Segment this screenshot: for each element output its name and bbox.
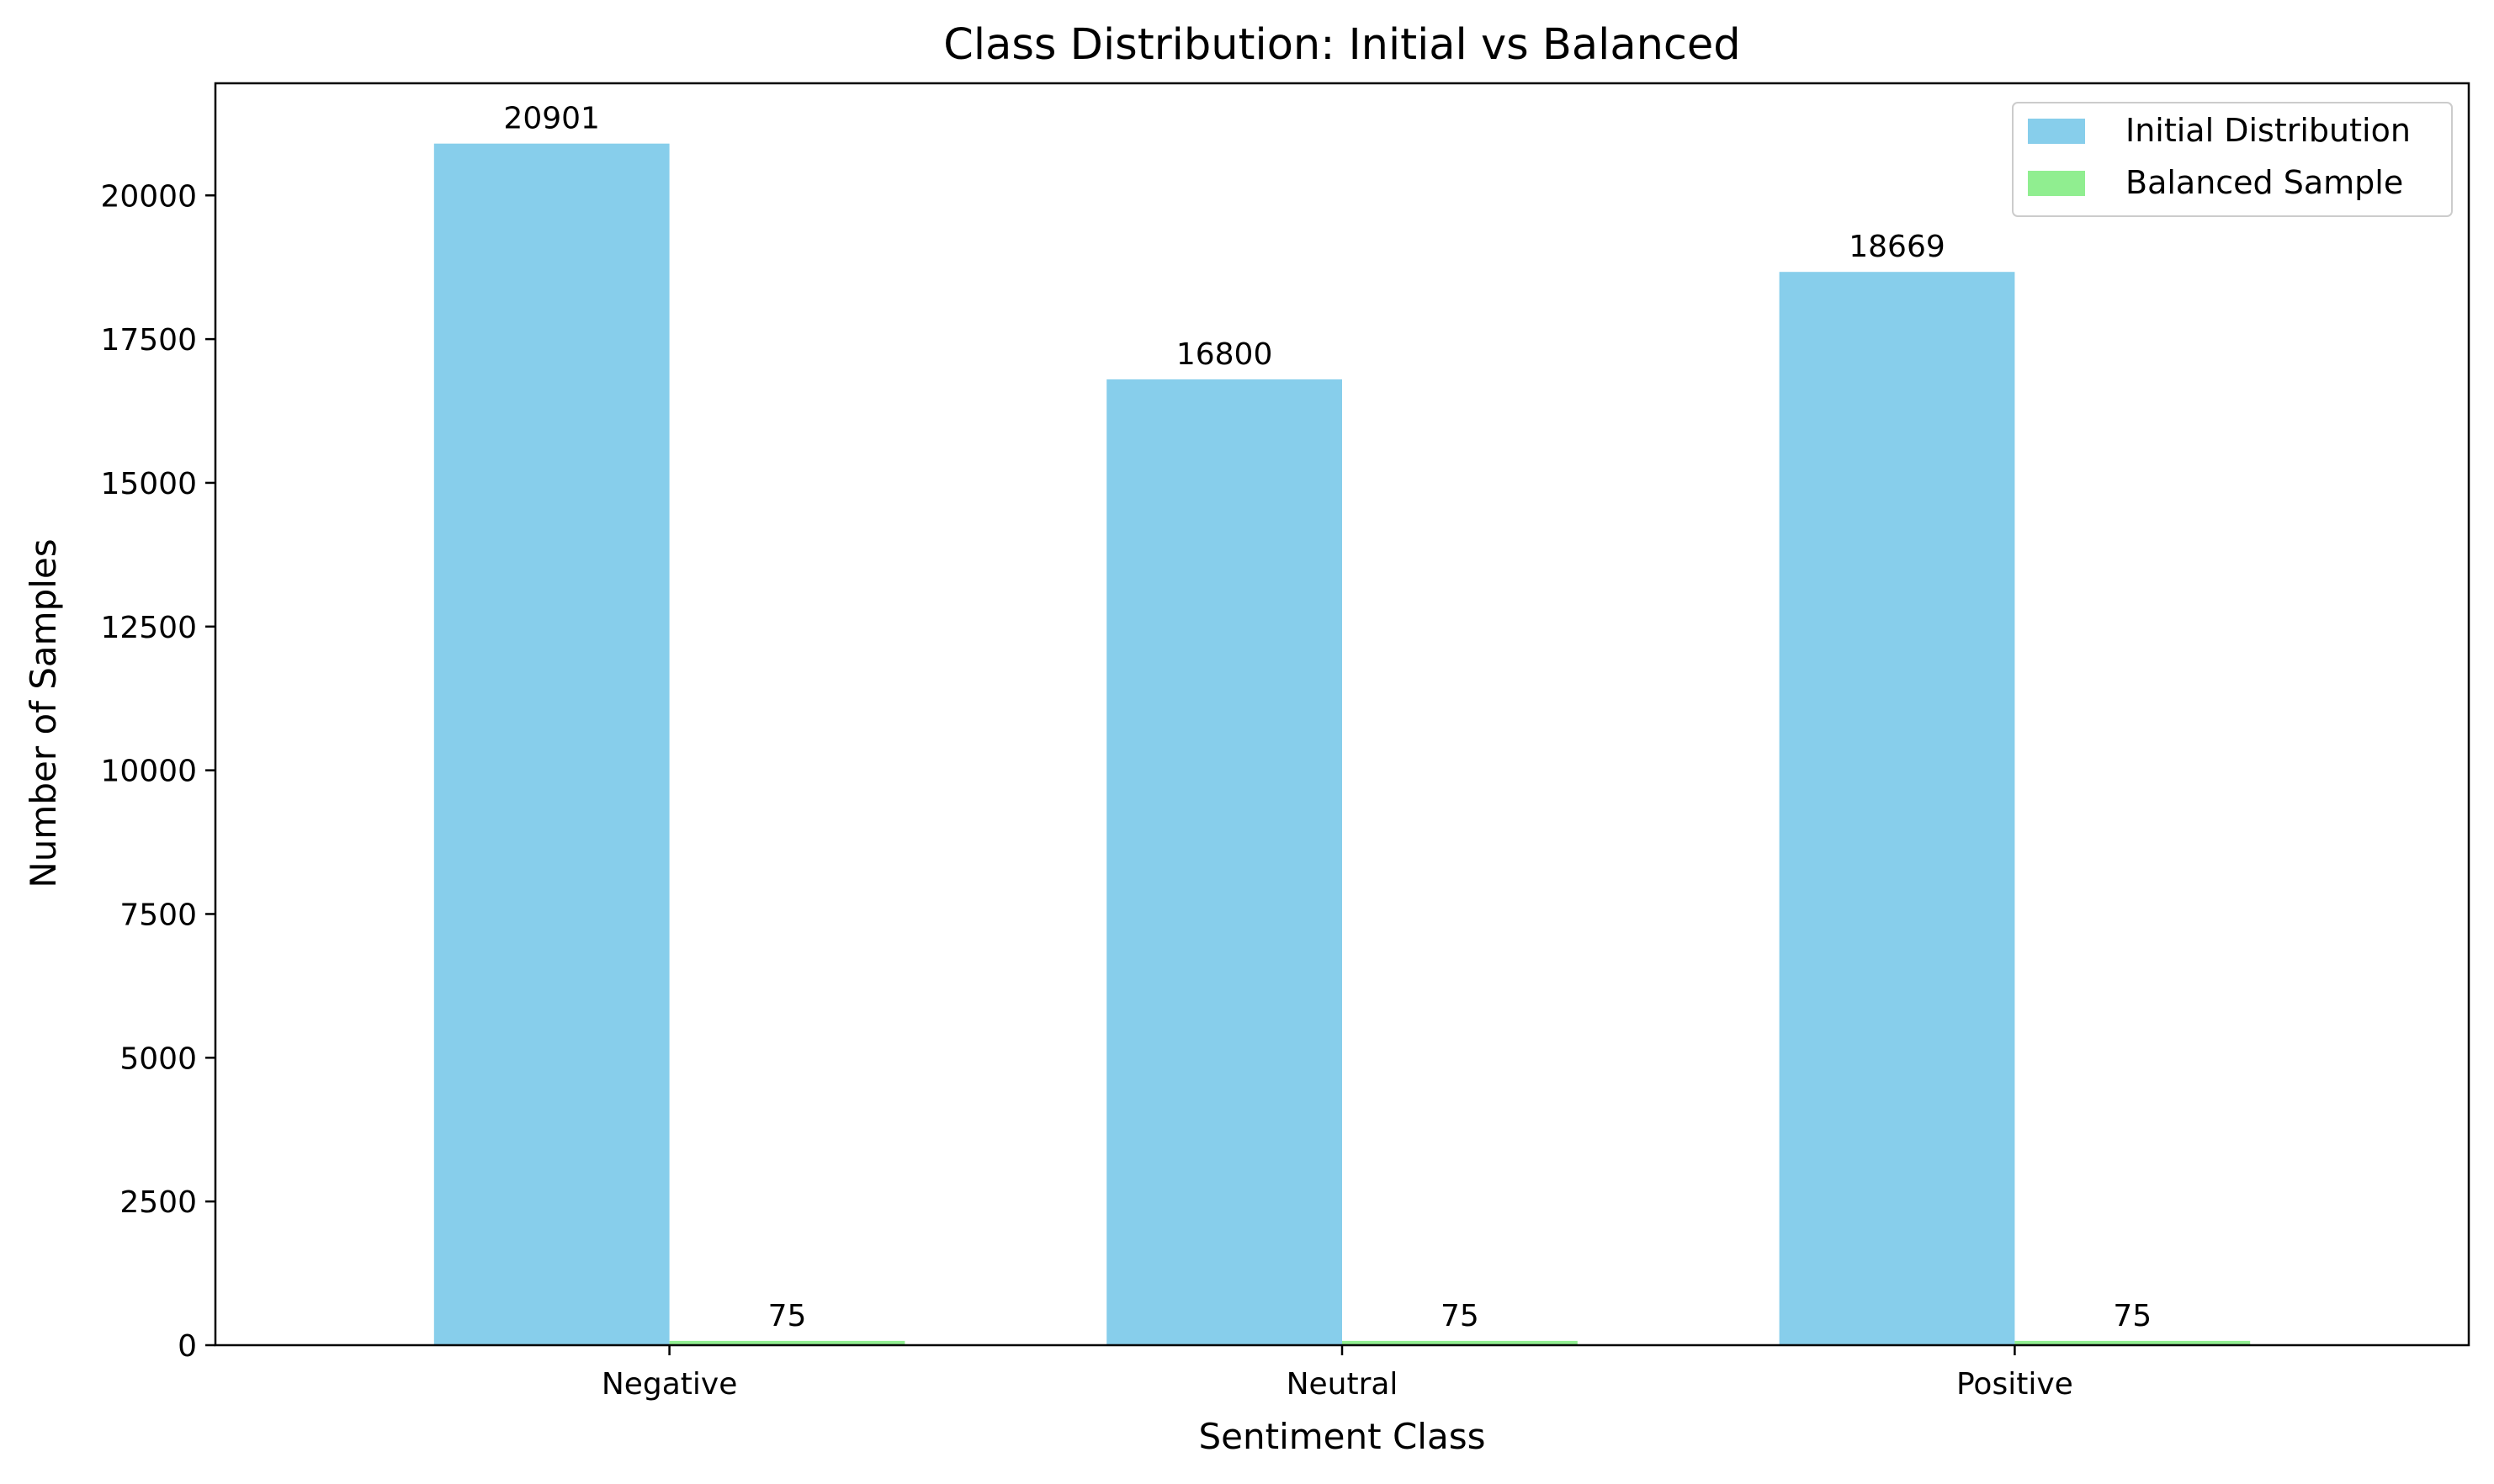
bars-layer — [433, 143, 2251, 1345]
y-tick-label: 10000 — [100, 755, 197, 789]
data-label-positive-balanced: 75 — [2113, 1299, 2152, 1333]
y-tick-label: 15000 — [100, 467, 197, 501]
y-tick-label: 7500 — [119, 898, 197, 932]
bar-negative-initial — [433, 143, 670, 1345]
data-label-neutral-initial: 16800 — [1176, 337, 1273, 372]
chart-title: Class Distribution: Initial vs Balanced — [943, 20, 1740, 70]
x-axis-label: Sentiment Class — [1199, 1416, 1486, 1457]
legend-label-initial: Initial Distribution — [2125, 112, 2411, 149]
legend-swatch-balanced — [2028, 171, 2085, 196]
y-tick-label: 17500 — [100, 323, 197, 358]
y-axis-label: Number of Samples — [23, 538, 64, 888]
bar-positive-balanced — [2014, 1340, 2251, 1345]
y-tick-label: 0 — [178, 1329, 197, 1364]
legend-frame — [2012, 102, 2453, 217]
data-label-negative-initial: 20901 — [503, 102, 600, 136]
y-tick-label: 12500 — [100, 611, 197, 645]
y-tick-label: 20000 — [100, 179, 197, 214]
data-label-neutral-balanced: 75 — [1441, 1299, 1479, 1333]
bar-neutral-initial — [1106, 379, 1342, 1345]
y-axis: 0 2500 5000 7500 10000 12500 15000 17500 20000 — [100, 179, 215, 1364]
bar-negative-balanced — [669, 1340, 905, 1345]
x-axis: Negative Neutral Positive — [602, 1345, 2073, 1402]
legend-label-balanced: Balanced Sample — [2125, 164, 2403, 201]
data-label-positive-initial: 18669 — [1849, 230, 1945, 264]
plot-frame — [214, 82, 2470, 1347]
bar-positive-initial — [1779, 272, 2015, 1345]
data-labels-layer: 20901 16800 18669 75 75 75 — [503, 102, 2152, 1333]
data-label-negative-balanced: 75 — [768, 1299, 807, 1333]
legend: Initial Distribution Balanced Sample — [2012, 102, 2453, 217]
y-tick-label: 5000 — [119, 1041, 197, 1076]
y-tick-label: 2500 — [119, 1185, 197, 1220]
legend-swatch-initial — [2028, 119, 2085, 144]
x-tick-label-neutral: Neutral — [1287, 1367, 1398, 1402]
x-tick-label-negative: Negative — [602, 1367, 738, 1402]
x-tick-label-positive: Positive — [1956, 1367, 2073, 1402]
bar-neutral-balanced — [1342, 1340, 1578, 1345]
